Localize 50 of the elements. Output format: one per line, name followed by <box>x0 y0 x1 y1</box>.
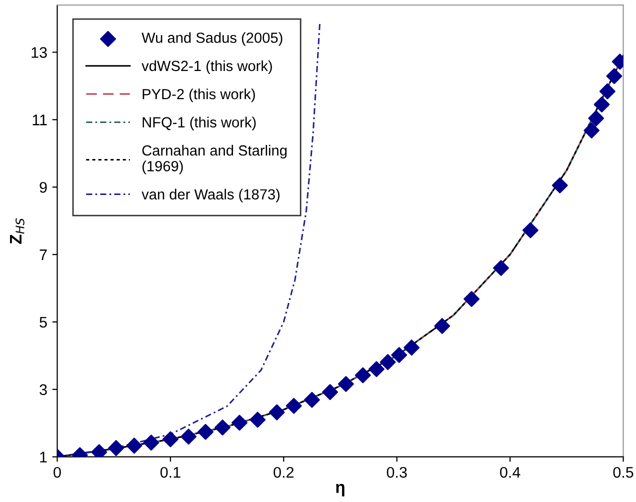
point <box>606 68 622 84</box>
x-tick-label: 0.5 <box>613 466 634 478</box>
point <box>268 404 285 420</box>
point <box>250 412 266 428</box>
legend-label: van der Waals (1873) <box>142 188 280 202</box>
legend-label: vdWS2-1 (this work) <box>142 60 272 74</box>
y-axis-title: Z$_{HS}$ <box>10 218 24 244</box>
point <box>354 367 371 384</box>
point <box>108 440 124 456</box>
point <box>180 428 197 445</box>
point <box>304 392 320 408</box>
point <box>391 347 408 363</box>
point <box>126 438 142 454</box>
y-tick-label: 1 <box>40 452 47 462</box>
point <box>338 376 354 392</box>
x-tick-label: 0.4 <box>500 466 520 478</box>
point <box>198 424 214 440</box>
point <box>368 361 384 378</box>
x-tick-label: 0.3 <box>386 466 407 478</box>
point <box>599 83 616 100</box>
legend-label: PYD-2 (this work) <box>142 88 255 102</box>
x-tick-label: 0.2 <box>274 466 294 478</box>
point <box>286 398 302 414</box>
point <box>588 110 604 126</box>
point <box>214 420 230 436</box>
point <box>522 222 538 238</box>
point <box>404 340 420 356</box>
legend-label: Carnahan and Starling (1969) <box>142 144 287 174</box>
point <box>143 434 160 451</box>
legend-label: NFQ-1 (this work) <box>142 116 256 130</box>
point <box>162 431 178 448</box>
legend-label: Wu and Sadus (2005) <box>142 32 282 46</box>
point <box>380 354 396 370</box>
y-tick-label: 9 <box>40 182 47 193</box>
x-tick-label: 0.1 <box>160 466 180 478</box>
point <box>552 177 568 194</box>
point <box>434 318 450 334</box>
y-tick-label: 7 <box>40 250 47 260</box>
point <box>464 291 480 308</box>
x-tick-label: 0 <box>54 466 61 478</box>
y-tick-label: 11 <box>32 114 47 126</box>
point <box>232 414 248 431</box>
y-tick-label: 3 <box>40 384 47 396</box>
point <box>594 96 610 112</box>
point <box>584 122 600 138</box>
y-tick-label: 13 <box>32 47 47 58</box>
point <box>322 384 338 400</box>
point <box>493 260 509 276</box>
y-tick-label: 5 <box>40 316 47 328</box>
x-axis-title: η <box>336 484 344 496</box>
